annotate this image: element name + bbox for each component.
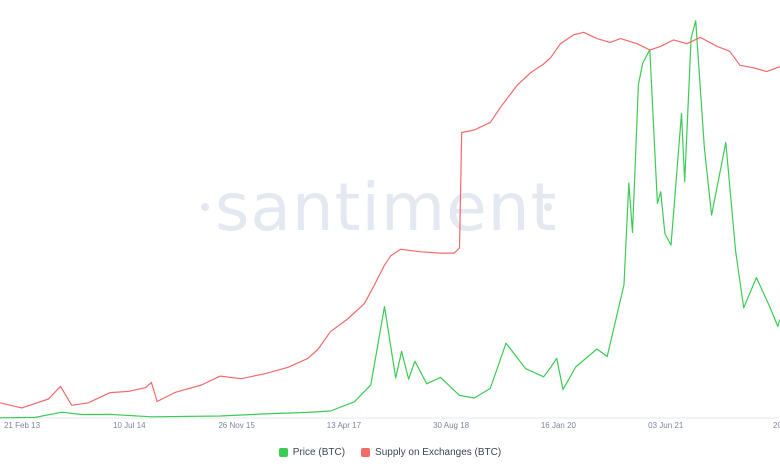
series-line-price [0, 20, 780, 419]
x-tick-label: 10 Jul 14 [113, 421, 146, 430]
x-tick-label: 16 Jan 20 [541, 421, 577, 430]
legend: Price (BTC) Supply on Exchanges (BTC) [0, 444, 780, 460]
x-tick-label: 20 [773, 421, 780, 430]
x-tick-label: 21 Feb 13 [4, 421, 41, 430]
series-line-supply-on-exchanges [0, 31, 780, 409]
watermark: santiment [201, 169, 557, 246]
legend-item-supply[interactable]: Supply on Exchanges (BTC) [361, 447, 501, 458]
legend-swatch-price [278, 447, 288, 457]
legend-item-price[interactable]: Price (BTC) [278, 446, 346, 458]
x-tick-label: 13 Apr 17 [327, 421, 362, 430]
series-layer [0, 20, 780, 419]
x-tick-label: 26 Nov 15 [218, 421, 255, 430]
watermark-dot-right [544, 203, 552, 211]
legend-label-supply: Supply on Exchanges (BTC) [375, 446, 502, 458]
watermark-text: santiment [215, 169, 557, 246]
x-tick-label: 30 Aug 18 [433, 421, 470, 430]
x-tick-label: 03 Jun 21 [648, 421, 684, 430]
legend-swatch-supply [361, 447, 371, 457]
watermark-dot-left [201, 203, 209, 211]
legend-label-price: Price (BTC) [292, 446, 346, 458]
x-axis-ticks: 21 Feb 13 10 Jul 14 26 Nov 15 13 Apr 17 30 A… [4, 421, 780, 430]
